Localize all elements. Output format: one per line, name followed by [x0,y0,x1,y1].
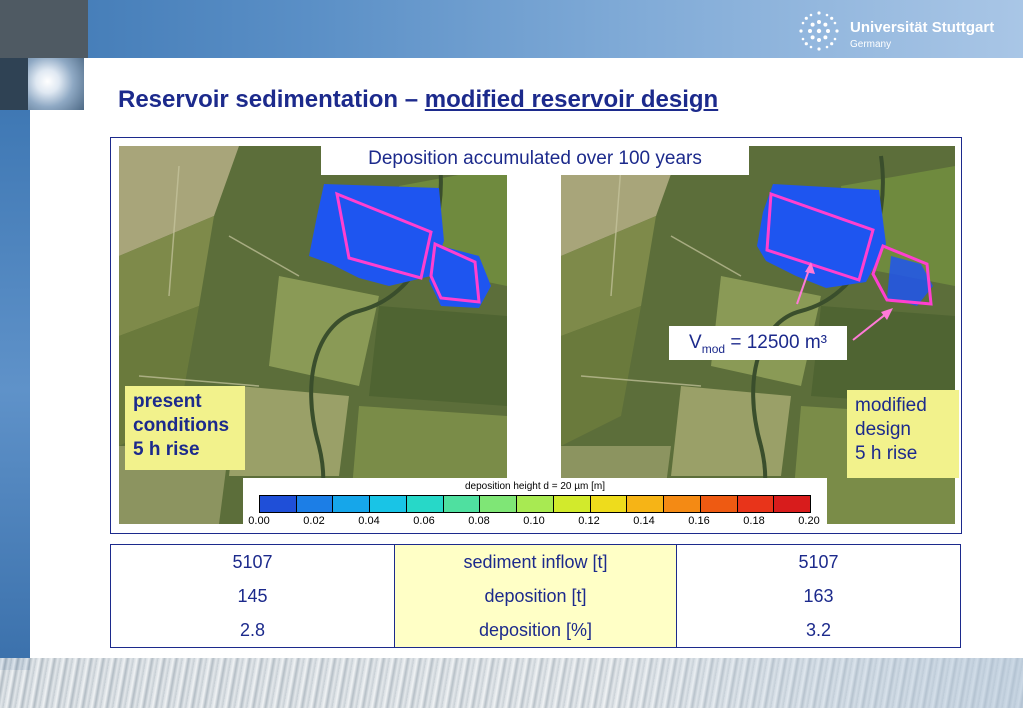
colorbar-legend: deposition height d = 20 µm [m] 0.00 0.02… [243,478,827,530]
colorbar-tick-label: 0.04 [358,515,380,527]
label-line: present [133,391,202,412]
reservoir-outline-main [765,191,875,282]
sediment-table: 5107 sediment inflow [t] 5107 145 deposition… [110,544,961,648]
university-logo: Universität Stuttgart Germany [796,8,1016,54]
colorbar-segment [664,496,701,512]
label-line: design [855,419,911,440]
colorbar-tick-label: 0.08 [468,515,490,527]
label-modified-design: modified design 5 h rise [847,390,959,478]
colorbar-segment [627,496,665,512]
colorbar-segment [700,496,738,512]
table-row: 145 deposition [t] 163 [111,579,961,613]
table-cell-mid: sediment inflow [t] [394,544,677,579]
colorbar-segment [553,496,591,512]
table-row: 5107 sediment inflow [t] 5107 [111,544,961,579]
grass-footer-fade [0,658,1023,708]
reservoir-outline-main [335,191,433,280]
reservoir-outline-side [429,241,481,304]
colorbar-scale [259,495,811,513]
label-line: conditions [133,415,230,436]
colorbar-tick-label: 0.06 [413,515,435,527]
side-strip [0,110,30,670]
title-subtitle: modified reservoir design [424,86,719,113]
title-main: Reservoir sedimentation – [118,86,425,113]
label-line: 5 h rise [133,439,200,460]
colorbar-segment [296,496,334,512]
colorbar-segment [517,496,554,512]
colorbar-segment [370,496,407,512]
colorbar-tick-label: 0.00 [248,515,270,527]
vmod-value: = 12500 m³ [725,332,827,353]
colorbar-tick-label: 0.02 [303,515,325,527]
table-cell-mid: deposition [t] [394,579,677,613]
colorbar-segment [480,496,518,512]
label-line: 5 h rise [855,443,918,464]
label-present-conditions: present conditions 5 h rise [125,386,245,470]
colorbar-tick-label: 0.20 [798,515,820,527]
table-cell-mid: deposition [%] [394,613,677,648]
figure-caption: Deposition accumulated over 100 years [321,143,749,175]
colorbar-segment [774,496,811,512]
label-line: modified [855,395,927,416]
table-cell-right: 3.2 [805,619,832,640]
colorbar-segment [443,496,481,512]
colorbar-title: deposition height d = 20 µm [m] [464,481,605,492]
table-cell-left: 5107 [232,551,273,572]
colorbar-segment [333,496,371,512]
colorbar-tick-label: 0.10 [523,515,545,527]
table-cell-right: 163 [803,585,834,606]
vmod-prefix: V [689,332,702,353]
colorbar-segment [737,496,775,512]
deposition-area-main [309,184,444,286]
vmod-subscript: mod [701,341,726,356]
table-cell-left: 145 [237,585,268,606]
university-seal-icon [799,11,839,51]
colorbar-tick-label: 0.16 [688,515,710,527]
deposition-area-main [757,184,886,288]
table-cell-left: 2.8 [239,619,266,640]
deposition-area-side [887,256,933,306]
table-cell-right: 5107 [798,551,839,572]
colorbar-segment [406,496,444,512]
corner-photo [28,58,84,110]
colorbar-segment [590,496,628,512]
colorbar-tick-label: 0.18 [743,515,765,527]
modified-volume-label: Vmod = 12500 m³ [669,326,847,360]
page-title: Reservoir sedimentation – modified reser… [118,86,718,114]
reservoir-outline-side [871,244,933,306]
colorbar-tick-label: 0.12 [578,515,600,527]
university-name: Universität Stuttgart [850,19,995,36]
deposition-figure: Deposition accumulated over 100 years pr… [110,137,962,534]
header-band [0,0,1023,58]
header-corner [0,0,88,58]
table-row: 2.8 deposition [%] 3.2 [111,613,961,648]
corner-photo-shadow [0,58,28,110]
colorbar-segment [260,496,297,512]
colorbar-tick-label: 0.14 [633,515,655,527]
university-country: Germany [850,39,892,50]
map-present-conditions [119,146,507,524]
